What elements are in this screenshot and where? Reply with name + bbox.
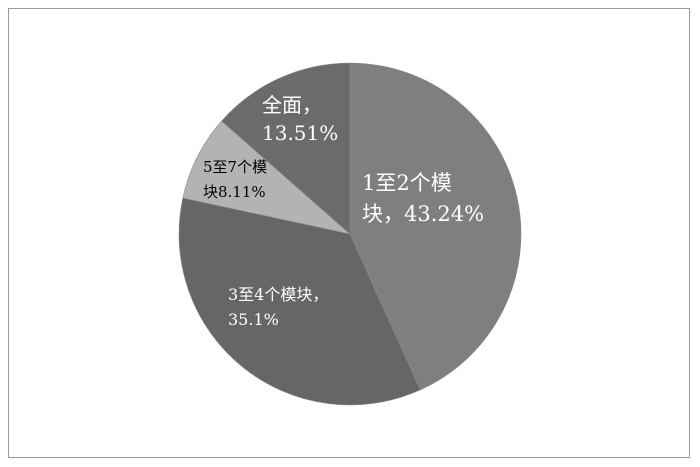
slice-label-line: 35.1%: [228, 310, 279, 329]
slice-label-line: 块8.11%: [203, 183, 266, 201]
pie-slice-1: [349, 62, 522, 391]
slice-label-4: 全面， 13.51%: [262, 93, 338, 145]
slice-label-2: 3至4个模块， 35.1%: [228, 285, 328, 329]
slice-label-line: 1至2个模: [362, 171, 452, 195]
slice-label-line: 3至4个模块，: [228, 285, 328, 304]
slice-label-3: 5至7个模块8.11%: [203, 158, 267, 201]
slice-label-line: 13.51%: [262, 121, 338, 145]
chart-frame: [8, 8, 690, 458]
pie-slice-4: [221, 62, 351, 235]
slice-label-line: 5至7个模: [203, 158, 267, 176]
slice-label-line: 全面，: [262, 93, 322, 117]
slice-label-line: 块，43.24%: [362, 202, 484, 226]
pie-slice-2: [178, 197, 421, 406]
slice-label-1: 1至2个模块，43.24%: [362, 171, 484, 226]
